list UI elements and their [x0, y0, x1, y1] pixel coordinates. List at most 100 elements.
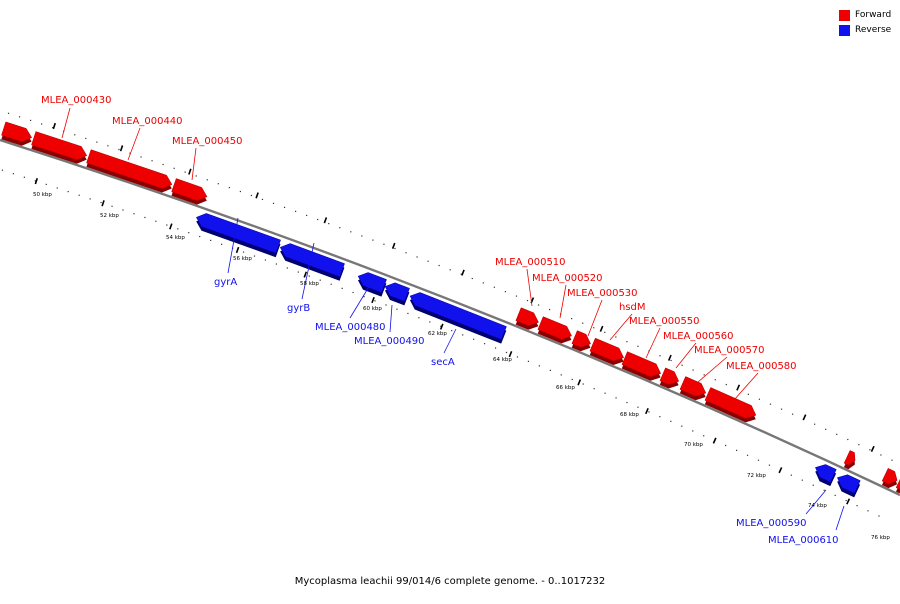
ruler-tick — [371, 296, 375, 304]
label-leader-line — [127, 127, 141, 161]
gene-label: MLEA_000550 — [629, 316, 700, 327]
outer-dot — [29, 119, 32, 122]
gene-label: MLEA_000450 — [172, 136, 243, 147]
inner-dot — [374, 300, 376, 302]
outer-dot — [239, 190, 241, 193]
ruler-tick — [870, 445, 875, 452]
gene-label: MLEA_000570 — [694, 345, 765, 356]
outer-dot — [427, 260, 429, 262]
label-leader-line — [301, 242, 315, 300]
ruler-tick — [52, 122, 56, 130]
outer-dot — [85, 137, 87, 140]
ruler-tick — [461, 269, 465, 276]
inner-dot — [527, 360, 530, 362]
inner-dot — [867, 510, 869, 512]
outer-dot — [791, 413, 794, 415]
outer-dot — [361, 235, 363, 237]
outer-dot — [173, 167, 175, 169]
inner-dot — [418, 317, 420, 319]
ruler-tick — [577, 379, 582, 386]
ruler-tick — [391, 242, 396, 249]
ruler-tick — [439, 323, 444, 330]
inner-dot — [637, 406, 639, 408]
inner-dot — [571, 378, 573, 381]
inner-dot — [188, 232, 190, 234]
label-leader-line — [675, 342, 697, 369]
forward-gene-arrow — [659, 367, 680, 385]
inner-dot — [505, 351, 508, 354]
ruler-tick — [846, 498, 851, 505]
ruler-tick — [599, 325, 604, 332]
outer-dot — [858, 444, 860, 446]
inner-dot — [56, 187, 58, 189]
inner-dot — [253, 255, 256, 257]
inner-dot — [100, 201, 102, 204]
outer-dot — [593, 327, 595, 329]
ruler-labels: 50 kbp 52 kbp 54 kbp 56 kbp 58 kbp 60 kbp 62 k… — [33, 192, 890, 541]
outer-dot — [217, 183, 219, 185]
outer-dot — [250, 194, 253, 197]
inner-dot — [45, 183, 47, 185]
inner-dot — [297, 271, 299, 273]
inner-dot — [78, 194, 80, 196]
gene-label: MLEA_000440 — [112, 116, 183, 127]
inner-dot — [604, 392, 606, 394]
legend-forward-swatch — [839, 10, 850, 21]
outer-dot — [41, 123, 43, 125]
gene-label: MLEA_000590 — [736, 518, 807, 529]
outer-dot — [582, 322, 584, 324]
outer-dot — [261, 198, 264, 201]
inner-dot — [308, 275, 310, 277]
inner-dot — [12, 173, 15, 175]
inner-dot — [407, 312, 409, 315]
outer-dot — [272, 202, 275, 204]
forward-gene-arrow — [895, 478, 900, 490]
outer-dot — [350, 231, 352, 233]
outer-dot — [659, 355, 661, 357]
inner-dot — [363, 296, 365, 298]
inner-dot — [692, 430, 694, 432]
inner-dot — [538, 365, 540, 367]
inner-dot — [582, 383, 584, 385]
outer-dot — [283, 206, 286, 208]
inner-dot — [155, 220, 157, 222]
inner-dot — [801, 479, 803, 481]
outer-dot — [769, 403, 772, 405]
forward-gene-arrow — [515, 307, 539, 327]
inner-dot — [823, 489, 825, 491]
inner-dot — [23, 176, 25, 178]
outer-dot — [383, 243, 385, 245]
gene-label: MLEA_000510 — [495, 257, 566, 268]
forward-gene-arrow — [31, 131, 88, 161]
outer-dot — [493, 286, 495, 288]
ruler-tick — [645, 407, 649, 415]
inner-dot — [593, 388, 595, 390]
gene-label: MLEA_000610 — [768, 535, 839, 546]
outer-dot — [814, 423, 816, 425]
gene-label: gyrB — [287, 303, 310, 314]
inner-dot — [341, 287, 343, 289]
reverse-gene-arrow — [357, 272, 387, 293]
outer-dot — [681, 364, 683, 366]
inner-dot — [451, 329, 453, 332]
ruler-tick — [736, 384, 741, 391]
forward-gene-arrow — [589, 337, 625, 362]
inner-dot — [681, 425, 683, 427]
ruler-label: 74 kbp — [808, 503, 827, 509]
inner-dot — [615, 397, 617, 399]
outer-dot — [339, 227, 341, 229]
inner-dot — [812, 484, 814, 486]
inner-dot — [516, 356, 519, 358]
inner-dot — [549, 369, 551, 371]
inner-dot — [275, 263, 278, 265]
inner-dot — [122, 209, 124, 211]
inner-dot — [768, 464, 771, 466]
inner-dot — [757, 459, 760, 461]
inner-dot — [330, 283, 332, 285]
forward-gene-arrow — [704, 387, 757, 419]
inner-dot — [396, 308, 398, 310]
legend-forward-label: Forward — [855, 10, 892, 20]
inner-dot — [473, 338, 475, 340]
forward-gene-arrow — [171, 178, 208, 201]
gene-label: gyrA — [214, 277, 237, 288]
